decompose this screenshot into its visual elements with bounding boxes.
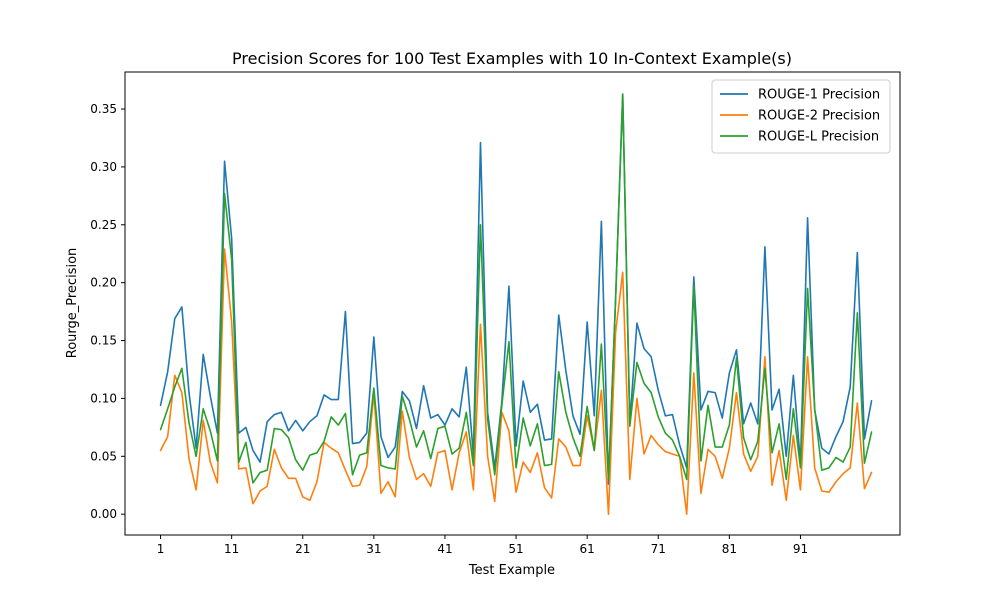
x-tick-label: 31 [366,542,381,556]
x-tick-label: 91 [793,542,808,556]
chart-title: Precision Scores for 100 Test Examples w… [232,49,792,68]
x-axis: 1 11 21 31 41 51 61 71 81 91 [157,535,808,556]
plot-frame [124,71,901,536]
x-tick-label: 11 [224,542,239,556]
legend-label: ROUGE-L Precision [758,130,879,145]
y-tick-label: 0.30 [90,160,117,174]
x-tick-label: 71 [651,542,666,556]
legend-label: ROUGE-1 Precision [758,88,880,103]
y-tick-label: 0.25 [90,218,117,232]
series-line-1 [159,93,873,485]
x-tick-label: 81 [722,542,737,556]
series-line-3 [159,93,873,484]
plot-lines [159,93,873,515]
series-line-2 [159,248,873,515]
x-tick-label: 51 [508,542,523,556]
legend-label: ROUGE-2 Precision [758,109,880,124]
y-axis-label: Rourge_Precision [65,248,80,359]
x-tick-label: 1 [157,542,165,556]
x-tick-label: 61 [580,542,595,556]
y-tick-label: 0.00 [90,507,117,521]
x-axis-label: Test Example [468,563,555,578]
y-axis: 0.00 0.05 0.10 0.15 0.20 0.25 0.30 0.35 [90,102,125,521]
y-tick-label: 0.10 [90,391,117,405]
legend: ROUGE-1 Precision ROUGE-2 Precision ROUGE-… [711,79,891,154]
legend-box [711,79,891,154]
y-tick-label: 0.20 [90,276,117,290]
y-tick-label: 0.15 [90,334,117,348]
x-tick-label: 21 [295,542,310,556]
y-tick-label: 0.35 [90,102,117,116]
x-tick-label: 41 [437,542,452,556]
y-tick-label: 0.05 [90,449,117,463]
